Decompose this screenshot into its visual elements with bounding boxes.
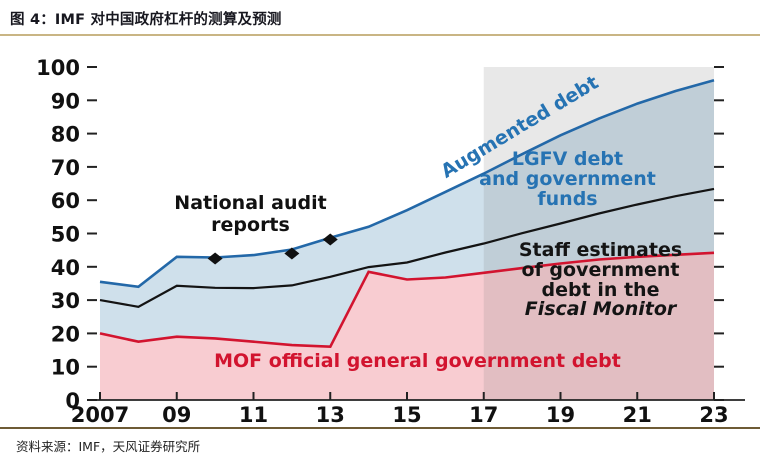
y-tick-label: 70 (51, 156, 80, 180)
staff-estimates-line3: debt in the (541, 278, 660, 301)
y-tick-label: 100 (36, 56, 80, 80)
staff-estimates-line4-fiscal-monitor: Fiscal Monitor (524, 298, 677, 321)
y-tick-label: 50 (51, 223, 80, 247)
x-tick-label: 15 (392, 403, 421, 427)
national-audit-diamond-marker (284, 247, 300, 260)
x-tick-label: 11 (239, 403, 268, 427)
x-tick-label: 2007 (71, 403, 129, 427)
mof-debt-label: MOF official general government debt (214, 350, 621, 372)
mof-debt-line (99, 251, 715, 349)
y-tick-label: 40 (51, 256, 80, 280)
x-tick-label: 21 (623, 403, 652, 427)
staff-estimates-line1: Staff estimates (518, 239, 683, 261)
staff-estimates-line2: of government (521, 258, 680, 281)
x-tick-label: 23 (699, 403, 728, 427)
x-tick-label: 09 (162, 403, 191, 427)
title-divider-rule (0, 34, 760, 36)
figure-title: 图 4：IMF 对中国政府杠杆的测算及预测 (10, 12, 282, 28)
y-tick-label: 20 (51, 322, 80, 346)
mof-debt-area (100, 252, 714, 400)
y-tick-label: 90 (51, 89, 80, 113)
staff-estimates-label: Staff estimates of government debt in th… (498, 239, 703, 321)
national-audit-diamond-marker (322, 233, 338, 246)
augmented-debt-area (100, 80, 714, 347)
x-tick-label: 17 (469, 403, 498, 427)
lgfv-debt-label: LGFV debt and government funds (479, 148, 656, 210)
source-text: 资料来源：IMF，天风证券研究所 (16, 439, 201, 454)
staff-estimates-line (99, 187, 715, 308)
x-tick-label: 19 (546, 403, 575, 427)
y-tick-label: 10 (51, 356, 80, 380)
source-divider-rule (0, 427, 760, 429)
national-audit-diamond-marker (207, 252, 223, 265)
x-tick-label: 13 (316, 403, 345, 427)
y-tick-label: 0 (65, 389, 80, 413)
national-audit-label: National audit reports (174, 192, 327, 236)
augmented-debt-line (99, 79, 715, 289)
y-tick-label: 60 (51, 189, 80, 213)
y-tick-label: 80 (51, 123, 80, 147)
y-tick-label: 30 (51, 289, 80, 313)
